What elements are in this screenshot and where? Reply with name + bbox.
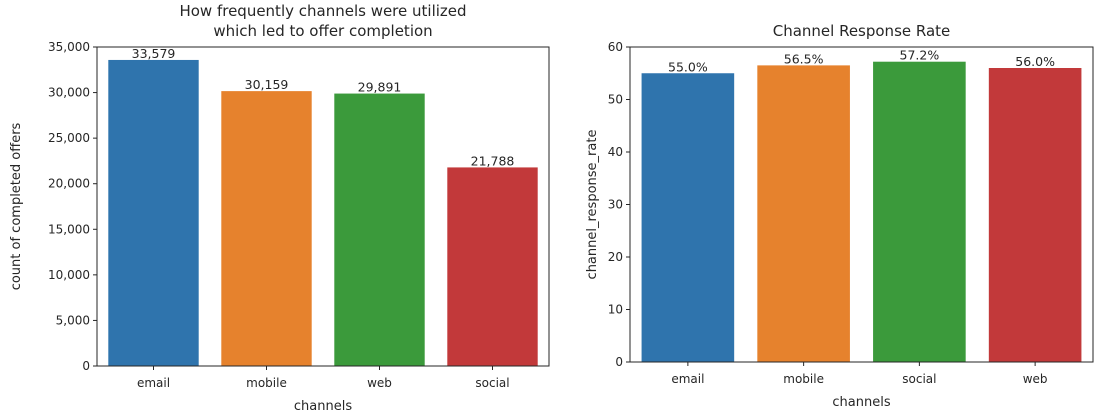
- y-tick-label: 20: [608, 250, 623, 264]
- bar: [447, 167, 538, 366]
- x-tick-label: email: [671, 372, 704, 386]
- data-label: 55.0%: [668, 59, 708, 74]
- y-tick-label: 60: [608, 40, 623, 54]
- data-label: 30,159: [245, 77, 289, 92]
- y-tick-label: 10: [608, 303, 623, 317]
- x-tick-label: mobile: [246, 376, 287, 390]
- y-tick-label: 0: [82, 359, 90, 373]
- data-label: 29,891: [358, 80, 402, 95]
- data-label: 57.2%: [900, 48, 940, 63]
- data-label: 21,788: [471, 153, 515, 168]
- y-tick-label: 25,000: [48, 131, 90, 145]
- data-label: 56.5%: [784, 51, 824, 66]
- y-tick-label: 5,000: [56, 313, 90, 327]
- y-tick-label: 35,000: [48, 40, 90, 54]
- bar: [334, 93, 425, 367]
- y-axis-label: count of completed offers: [9, 122, 24, 290]
- x-tick-label: social: [902, 372, 936, 386]
- bar: [641, 73, 735, 362]
- x-tick-label: social: [475, 376, 509, 390]
- y-tick-label: 30: [608, 198, 623, 212]
- x-tick-label: mobile: [783, 372, 824, 386]
- y-tick-label: 0: [615, 355, 623, 369]
- axes-frame: [96, 46, 550, 367]
- bar: [988, 68, 1082, 362]
- x-axis-label: channels: [294, 399, 352, 414]
- y-tick-label: 40: [608, 145, 623, 159]
- x-axis-label: channels: [832, 395, 890, 410]
- data-label: 56.0%: [1015, 54, 1055, 69]
- completed-offers-chart: 33,579 30,159 29,891 21,788 0 5,000 10,000 15,0…: [9, 2, 550, 414]
- y-tick-label: 10,000: [48, 268, 90, 282]
- y-axis-label: channel_response_rate: [585, 130, 600, 280]
- response-rate-chart: 55.0% 56.5% 57.2% 56.0% 0 10 20 30 40 50 60 email mo…: [585, 22, 1094, 410]
- x-tick-label: web: [1023, 372, 1048, 386]
- bar: [873, 61, 966, 362]
- bar: [221, 91, 312, 366]
- chart-title: which led to offer completion: [213, 22, 432, 40]
- bar: [108, 59, 199, 366]
- y-tick-label: 15,000: [48, 222, 90, 236]
- y-tick-label: 50: [608, 93, 623, 107]
- data-label: 33,579: [132, 46, 176, 61]
- x-tick-label: email: [137, 376, 170, 390]
- y-tick-label: 30,000: [48, 86, 90, 100]
- bar: [757, 65, 850, 362]
- chart-title: Channel Response Rate: [773, 22, 951, 40]
- x-tick-label: web: [367, 376, 392, 390]
- y-tick-label: 20,000: [48, 177, 90, 191]
- chart-title: How frequently channels were utilized: [179, 2, 466, 20]
